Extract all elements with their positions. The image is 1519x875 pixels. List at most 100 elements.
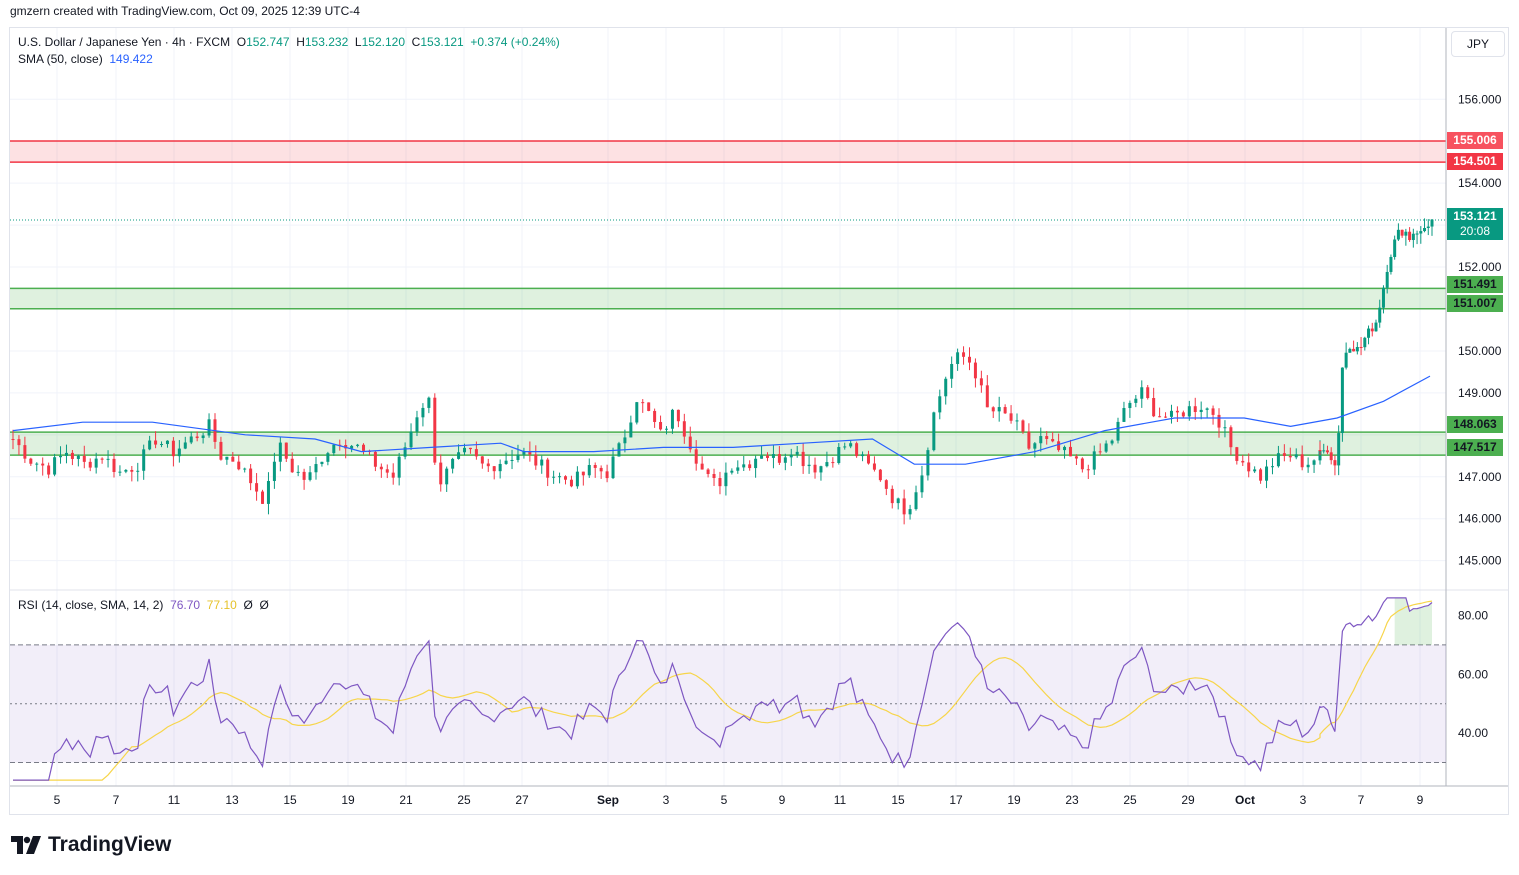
candle-body [736,467,740,471]
candle-body [1009,413,1013,421]
candle-body [397,456,401,478]
candle-body [1337,433,1341,466]
candle-body [1344,352,1348,368]
symbol-title[interactable]: U.S. Dollar / Japanese Yen · 4h · FXCM [18,35,231,49]
support-zone [10,288,1446,309]
time-tick-label: 3 [1300,793,1307,807]
candle-body [272,461,276,481]
time-tick-label: 9 [779,793,786,807]
candle-body [421,407,425,418]
candle-body [629,422,633,438]
candle-body [1381,287,1385,308]
time-tick-label: 5 [54,793,61,807]
candle-body [142,449,146,471]
sma-legend-label[interactable]: SMA (50, close) [18,52,103,66]
candle-body [468,447,472,450]
time-tick-label: 25 [457,793,471,807]
candle-body [451,458,455,469]
candle-body [1051,438,1055,442]
time-tick-label: 19 [341,793,355,807]
candle-body [1086,469,1090,471]
currency-button[interactable]: JPY [1451,31,1505,57]
candle-body [1175,410,1179,413]
candle-body [118,471,122,473]
candle-body [760,455,764,459]
candle-body [1288,456,1292,458]
candle-body [1146,387,1150,399]
candle-body [1193,406,1197,413]
candle-body [1294,454,1298,458]
candle-body [712,474,716,479]
candle-body [70,452,74,459]
candle-body [1419,231,1423,234]
candle-body [35,463,39,465]
candle-body [611,456,615,479]
candle-body [112,458,116,472]
rsi-legend-extra-1: Ø [243,598,253,612]
candle-body [94,458,98,468]
candle-body [1205,408,1209,410]
candle-body [106,458,110,460]
candle-body [1021,420,1025,432]
candle-body [1359,347,1363,349]
candle-body [902,498,906,515]
candle-body [878,469,882,481]
candle-body [1329,452,1333,461]
candle-body [962,352,966,357]
candle-body [1423,227,1427,232]
tradingview-logo[interactable]: TradingView [11,833,171,857]
candle-body [1374,322,1378,332]
candle-body [510,459,514,461]
candle-body [552,476,556,478]
candle-body [278,442,282,462]
candle-body [1253,469,1257,472]
candle-body [979,378,983,386]
candle-body [932,412,936,451]
price-tag-countdown: 20:08 [1447,223,1503,240]
candle-body [492,466,496,472]
candle-body [866,454,870,464]
candle-body [1015,420,1019,422]
sma-legend-value: 149.422 [109,52,153,66]
candle-body [688,436,692,450]
candle-body [427,397,431,408]
candle-body [706,469,710,475]
price-tick-label: 145.000 [1458,554,1502,568]
candle-body [1312,460,1316,465]
rsi-ma-line [13,600,1433,781]
time-tick-label: 3 [663,793,670,807]
rsi-tick-label: 80.00 [1458,609,1488,623]
candle-body [1134,398,1138,403]
rsi-tick-label: 40.00 [1458,726,1488,740]
time-tick-label: 13 [225,793,239,807]
rsi-line [13,597,1433,781]
candle-body [1033,443,1037,449]
high-label: H [296,35,305,49]
candle-body [807,464,811,467]
candle-body [855,443,859,457]
candle-body [136,470,140,472]
candle-body [825,462,829,467]
candle-body [284,442,288,459]
candle-body [171,440,175,457]
candle-body [124,469,128,472]
rsi-legend-label[interactable]: RSI (14, close, SMA, 14, 2) [18,598,164,612]
candle-body [308,472,312,480]
candle-body [463,447,467,453]
candle-body [569,479,573,487]
candle-body [1322,450,1326,452]
candle-body [1057,441,1061,451]
candle-body [1110,440,1114,444]
candle-body [546,459,550,478]
candle-body [843,446,847,448]
candle-body [837,446,841,464]
price-tick-label: 154.000 [1458,176,1502,190]
candle-body [1367,328,1371,338]
candle-body [76,455,80,459]
candle-body [748,464,752,469]
candle-body [1400,229,1404,236]
price-tag-support2-top: 148.063 [1447,416,1503,433]
candle-body [350,445,354,449]
candle-body [100,458,104,460]
